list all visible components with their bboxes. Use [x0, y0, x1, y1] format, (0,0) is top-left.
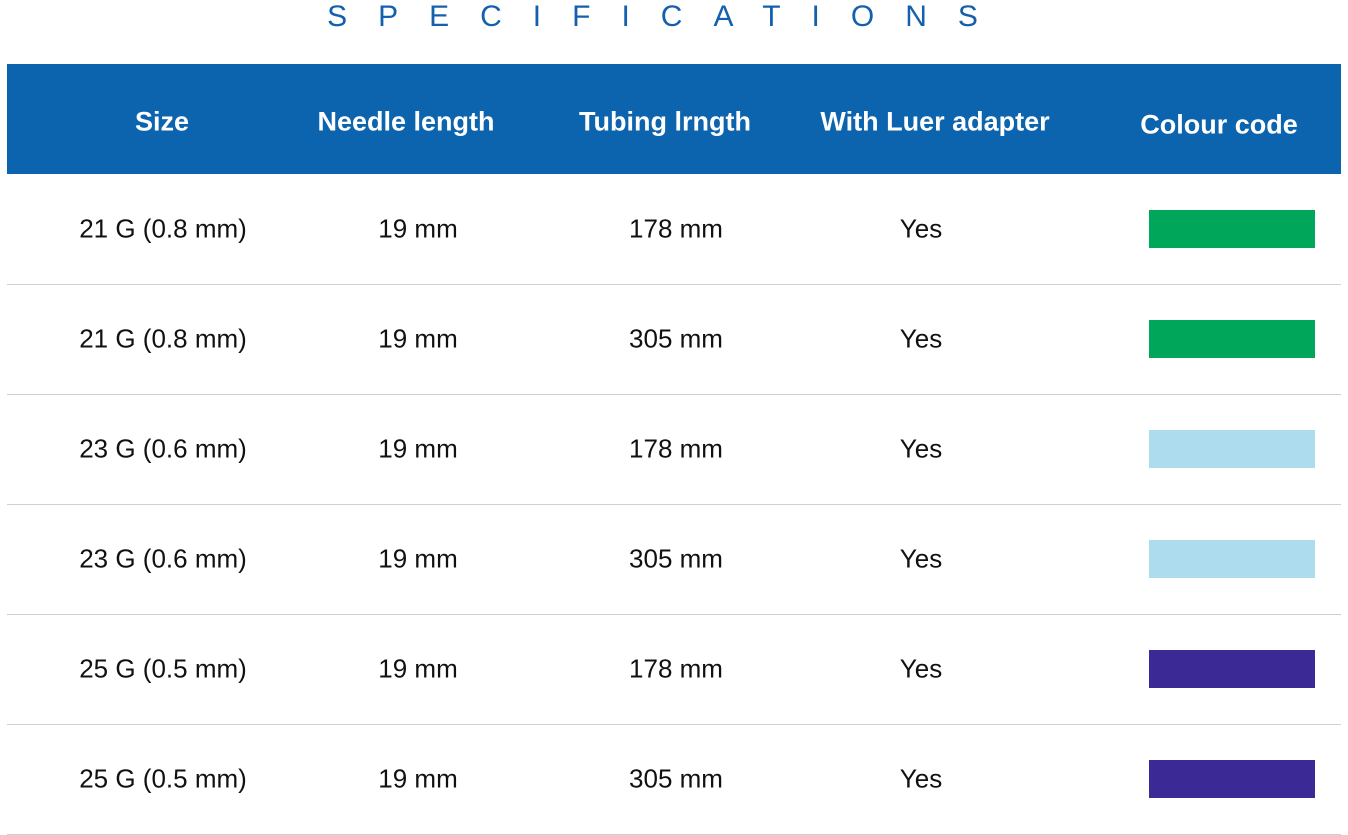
needle-length-cell: 19 mm	[378, 323, 458, 354]
colour-code-swatch	[1149, 210, 1315, 248]
size-cell: 23 G (0.6 mm)	[79, 433, 247, 464]
column-header-luer-adapter: With Luer adapter	[820, 106, 1050, 137]
table-row: 21 G (0.8 mm) 19 mm 305 mm Yes	[7, 284, 1341, 395]
needle-length-cell: 19 mm	[378, 653, 458, 684]
tubing-length-cell: 178 mm	[629, 653, 723, 684]
luer-adapter-cell: Yes	[899, 543, 943, 574]
tubing-length-cell: 178 mm	[629, 433, 723, 464]
needle-length-cell: 19 mm	[378, 213, 458, 244]
size-cell: 25 G (0.5 mm)	[79, 653, 247, 684]
tubing-length-cell: 305 mm	[629, 763, 723, 794]
column-header-colour-code: Colour code	[1140, 109, 1298, 140]
page-title: SPECIFICATIONS	[327, 0, 1009, 33]
tubing-length-cell: 178 mm	[629, 213, 723, 244]
table-row: 21 G (0.8 mm) 19 mm 178 mm Yes	[7, 174, 1341, 285]
table-row: 23 G (0.6 mm) 19 mm 178 mm Yes	[7, 394, 1341, 505]
luer-adapter-cell: Yes	[899, 653, 943, 684]
tubing-length-cell: 305 mm	[629, 543, 723, 574]
colour-code-swatch	[1149, 650, 1315, 688]
needle-length-cell: 19 mm	[378, 763, 458, 794]
needle-length-cell: 19 mm	[378, 543, 458, 574]
tubing-length-cell: 305 mm	[629, 323, 723, 354]
table-row: 25 G (0.5 mm) 19 mm 305 mm Yes	[7, 724, 1341, 835]
size-cell: 21 G (0.8 mm)	[79, 323, 247, 354]
size-cell: 23 G (0.6 mm)	[79, 543, 247, 574]
colour-code-swatch	[1149, 320, 1315, 358]
colour-code-swatch	[1149, 760, 1315, 798]
column-header-needle-length: Needle length	[317, 106, 495, 137]
table-header: Size Needle length Tubing lrngth With Lu…	[7, 64, 1341, 174]
table-row: 23 G (0.6 mm) 19 mm 305 mm Yes	[7, 504, 1341, 615]
table-row: 25 G (0.5 mm) 19 mm 178 mm Yes	[7, 614, 1341, 725]
size-cell: 25 G (0.5 mm)	[79, 763, 247, 794]
colour-code-swatch	[1149, 540, 1315, 578]
luer-adapter-cell: Yes	[899, 433, 943, 464]
luer-adapter-cell: Yes	[899, 213, 943, 244]
luer-adapter-cell: Yes	[899, 323, 943, 354]
column-header-tubing-length: Tubing lrngth	[579, 106, 751, 137]
needle-length-cell: 19 mm	[378, 433, 458, 464]
column-header-size: Size	[134, 106, 190, 137]
colour-code-swatch	[1149, 430, 1315, 468]
size-cell: 21 G (0.8 mm)	[79, 213, 247, 244]
luer-adapter-cell: Yes	[899, 763, 943, 794]
